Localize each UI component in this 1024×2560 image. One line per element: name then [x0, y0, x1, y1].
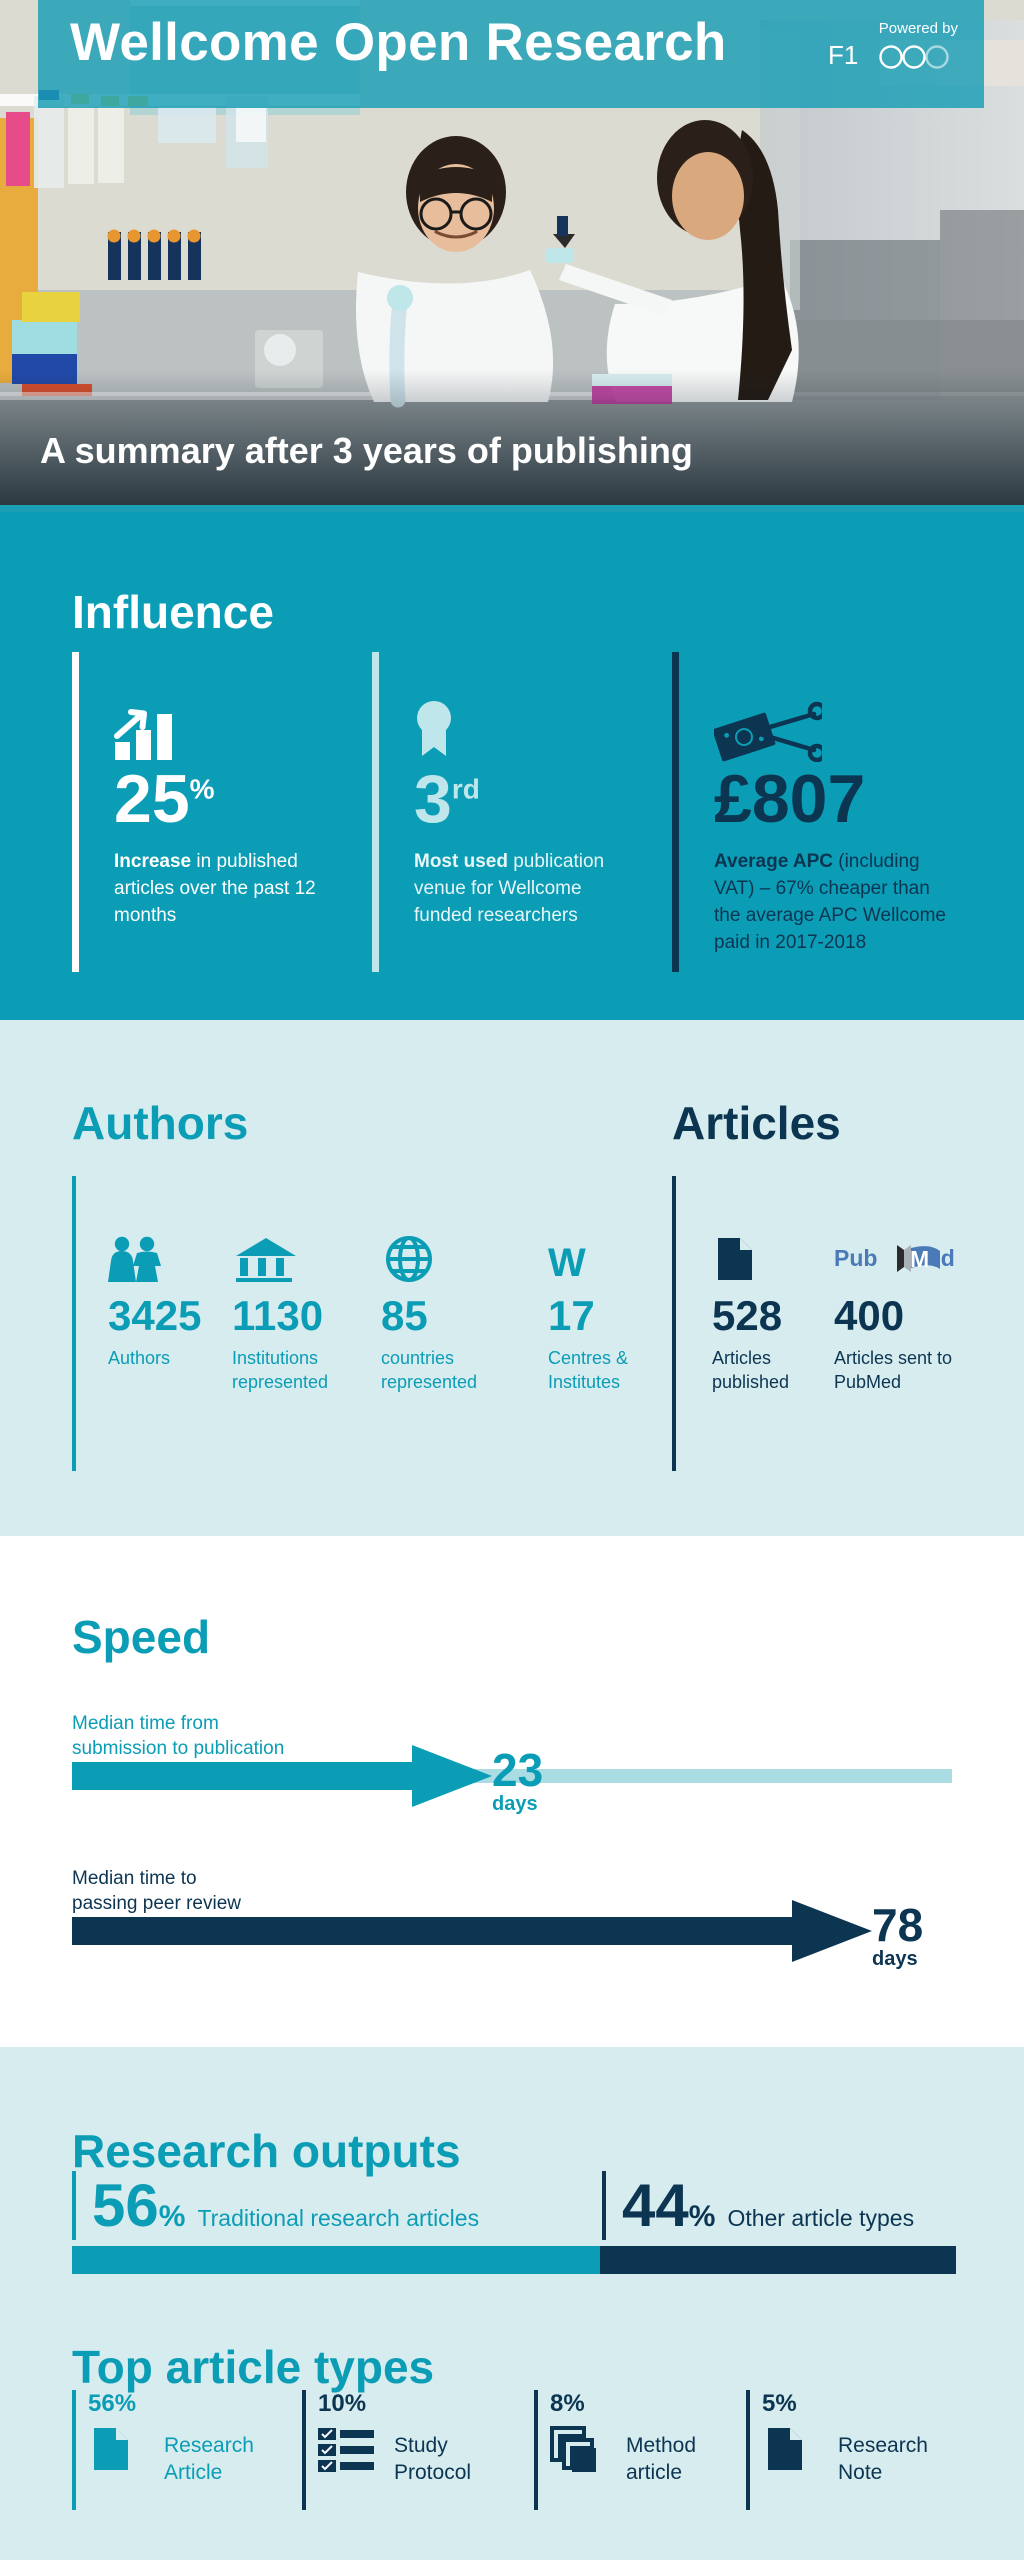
- svg-text:W: W: [548, 1242, 586, 1282]
- svg-text:ed: ed: [928, 1245, 955, 1271]
- svg-text:Pub: Pub: [834, 1245, 877, 1271]
- svg-text:F1: F1: [828, 40, 858, 70]
- svg-text:M: M: [910, 1246, 929, 1272]
